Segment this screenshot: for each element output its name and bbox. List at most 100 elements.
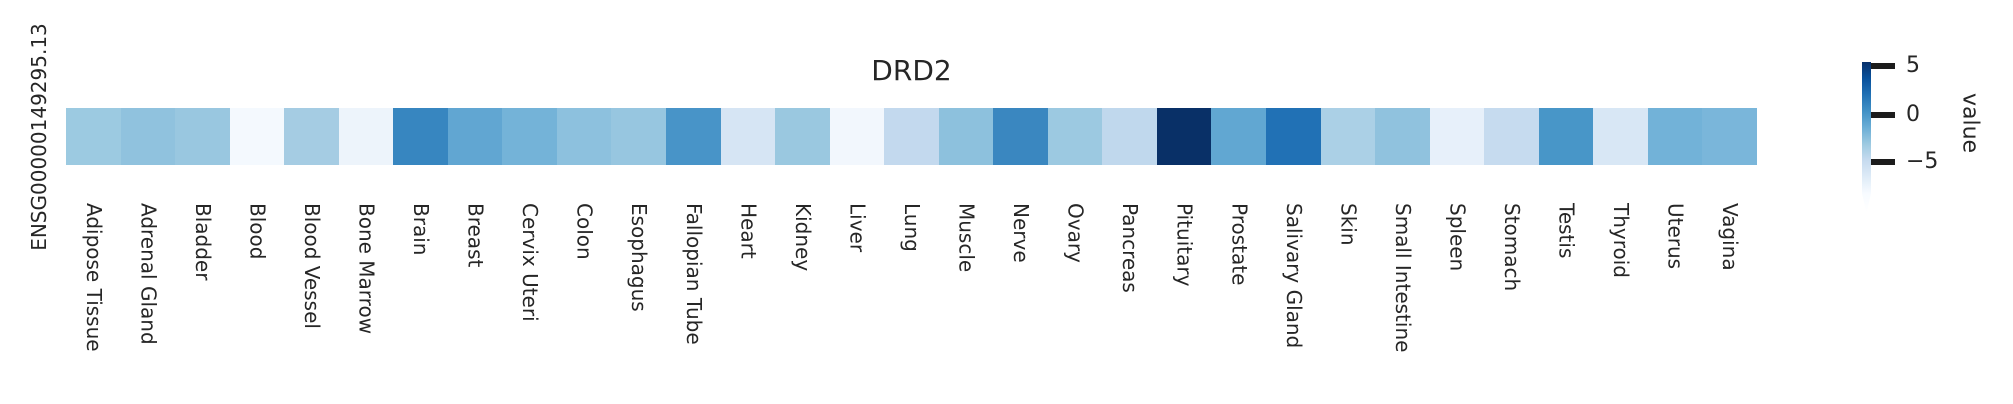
x-tick-uterus: Uterus (1648, 203, 1703, 402)
heatmap-cell-thyroid (1593, 108, 1648, 165)
x-tick-muscle: Muscle (939, 203, 994, 402)
x-tick-prostate: Prostate (1211, 203, 1266, 402)
x-tick-spleen: Spleen (1430, 203, 1485, 402)
y-axis-gene-label: ENSG00000149295.13 (27, 23, 51, 251)
x-tick-label-ovary: Ovary (1063, 203, 1088, 263)
x-tick-breast: Breast (448, 203, 503, 402)
x-tick-label-bone-marrow: Bone Marrow (354, 203, 379, 335)
x-tick-label-pituitary: Pituitary (1172, 203, 1197, 287)
x-tick-label-brain: Brain (409, 203, 434, 256)
x-tick-small-intestine: Small Intestine (1375, 203, 1430, 402)
x-tick-label-adipose-tissue: Adipose Tissue (81, 203, 106, 352)
heatmap-cell-ovary (1047, 108, 1103, 165)
x-tick-skin: Skin (1321, 203, 1376, 402)
x-tick-liver: Liver (830, 203, 885, 402)
heatmap-cell-muscle (938, 108, 994, 165)
heatmap-cell-cervix-uteri (502, 108, 557, 165)
x-tick-brain: Brain (393, 203, 448, 402)
x-tick-cervix-uteri: Cervix Uteri (502, 203, 557, 402)
heatmap-cell-uterus (1647, 108, 1703, 165)
heatmap-cell-pancreas (1102, 108, 1157, 165)
x-tick-label-fallopian-tube: Fallopian Tube (681, 203, 706, 345)
heatmap-cell-vagina (1702, 108, 1757, 165)
x-tick-label-thyroid: Thyroid (1609, 203, 1634, 278)
x-tick-label-nerve: Nerve (1009, 203, 1034, 263)
x-tick-esophagus: Esophagus (611, 203, 666, 402)
x-tick-label-testis: Testis (1554, 203, 1579, 259)
heatmap-cell-nerve (993, 108, 1048, 165)
x-tick-label-salivary-gland: Salivary Gland (1281, 203, 1306, 349)
x-tick-stomach: Stomach (1484, 203, 1539, 402)
colorbar-tick-label: −5 (1906, 149, 1939, 174)
colorbar-tick-mark (1871, 112, 1895, 118)
heatmap-cell-spleen (1429, 108, 1485, 165)
x-tick-label-cervix-uteri: Cervix Uteri (518, 203, 543, 322)
x-tick-adipose-tissue: Adipose Tissue (66, 203, 121, 402)
heatmap-cell-prostate (1211, 108, 1267, 165)
x-tick-lung: Lung (884, 203, 939, 402)
heatmap-row (66, 108, 1757, 165)
heatmap-cell-bone-marrow (338, 108, 394, 165)
x-tick-blood-vessel: Blood Vessel (284, 203, 339, 402)
x-tick-label-skin: Skin (1336, 203, 1361, 246)
heatmap-cell-adrenal-gland (120, 108, 176, 165)
x-tick-bladder: Bladder (175, 203, 230, 402)
x-tick-colon: Colon (557, 203, 612, 402)
heatmap-cell-lung (884, 108, 939, 165)
heatmap-cell-esophagus (611, 108, 667, 165)
x-tick-label-vagina: Vagina (1718, 203, 1743, 271)
x-tick-label-adrenal-gland: Adrenal Gland (136, 203, 161, 345)
x-tick-pancreas: Pancreas (1102, 203, 1157, 402)
x-tick-label-lung: Lung (899, 203, 924, 252)
heatmap-cell-blood (229, 108, 285, 165)
x-tick-label-esophagus: Esophagus (627, 203, 652, 312)
heatmap-cell-testis (1538, 108, 1594, 165)
x-tick-label-stomach: Stomach (1499, 203, 1524, 292)
x-tick-kidney: Kidney (775, 203, 830, 402)
heatmap-cell-brain (393, 108, 448, 165)
heatmap-cell-salivary-gland (1266, 108, 1321, 165)
colorbar-tick-mark (1871, 159, 1895, 165)
x-tick-salivary-gland: Salivary Gland (1266, 203, 1321, 402)
heatmap-cell-liver (829, 108, 885, 165)
x-tick-label-liver: Liver (845, 203, 870, 253)
x-tick-label-blood-vessel: Blood Vessel (299, 203, 324, 329)
x-tick-label-colon: Colon (572, 203, 597, 260)
colorbar-axis-label: value (1957, 92, 1983, 154)
heatmap-cell-pituitary (1156, 108, 1212, 165)
heatmap-cell-kidney (775, 108, 830, 165)
x-tick-label-pancreas: Pancreas (1118, 203, 1143, 293)
x-tick-label-bladder: Bladder (190, 203, 215, 281)
heatmap-cell-adipose-tissue (66, 108, 121, 165)
x-tick-bone-marrow: Bone Marrow (339, 203, 394, 402)
heatmap-cell-colon (556, 108, 612, 165)
heatmap-cell-stomach (1484, 108, 1539, 165)
colorbar-gradient (1862, 62, 1871, 213)
x-tick-label-kidney: Kidney (790, 203, 815, 272)
x-tick-labels: Adipose Tissue Adrenal Gland Bladder Blood B… (66, 203, 1757, 402)
x-tick-label-heart: Heart (736, 203, 761, 259)
x-tick-heart: Heart (721, 203, 776, 402)
x-tick-nerve: Nerve (993, 203, 1048, 402)
heatmap-cell-heart (720, 108, 776, 165)
x-tick-blood: Blood (230, 203, 285, 402)
heatmap-cell-bladder (175, 108, 230, 165)
colorbar-tick-label: 0 (1906, 102, 1920, 127)
heatmap-cell-skin (1320, 108, 1376, 165)
x-tick-label-uterus: Uterus (1663, 203, 1688, 270)
heatmap-cell-breast (447, 108, 503, 165)
x-tick-label-muscle: Muscle (954, 203, 979, 273)
heatmap-cell-blood-vessel (284, 108, 339, 165)
x-tick-label-small-intestine: Small Intestine (1390, 203, 1415, 353)
x-tick-pituitary: Pituitary (1157, 203, 1212, 402)
x-tick-label-breast: Breast (463, 203, 488, 268)
x-tick-label-spleen: Spleen (1445, 203, 1470, 272)
x-tick-thyroid: Thyroid (1593, 203, 1648, 402)
x-tick-adrenal-gland: Adrenal Gland (121, 203, 176, 402)
colorbar-tick-label: 5 (1906, 53, 1920, 78)
heatmap-cell-small-intestine (1375, 108, 1430, 165)
x-tick-vagina: Vagina (1702, 203, 1757, 402)
x-tick-fallopian-tube: Fallopian Tube (666, 203, 721, 402)
heatmap-cell-fallopian-tube (666, 108, 721, 165)
